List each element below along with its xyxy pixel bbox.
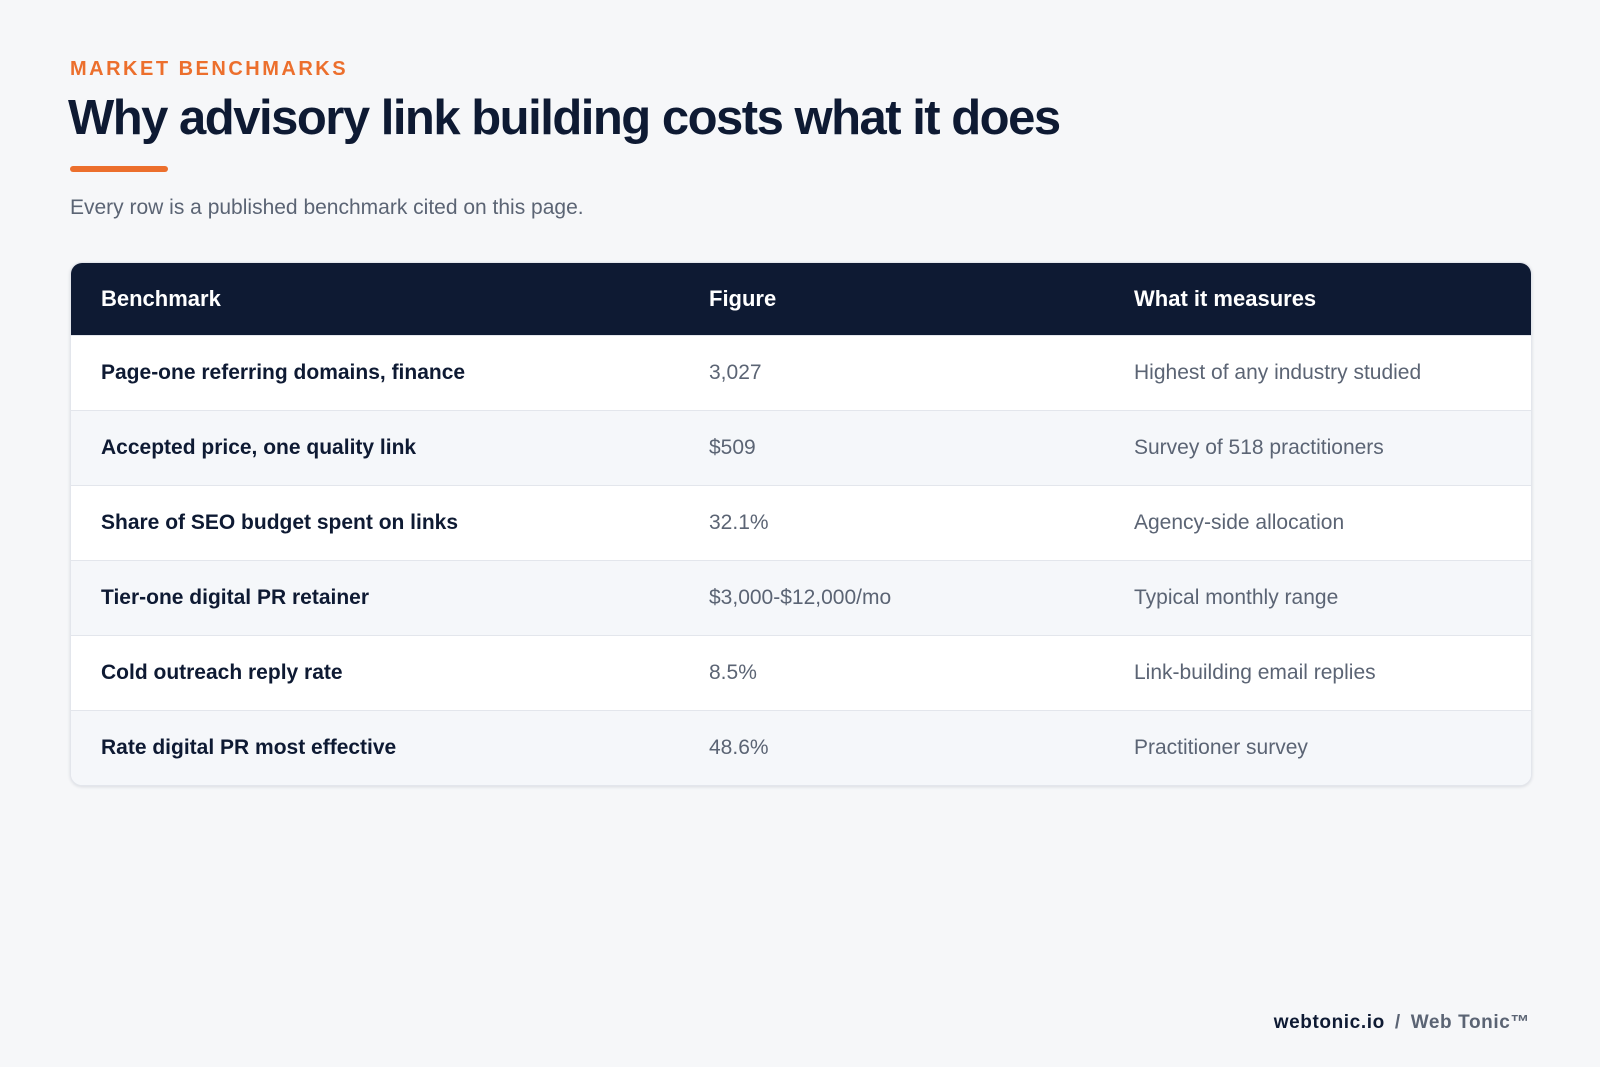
- table-row: Share of SEO budget spent on links 32.1% A…: [71, 485, 1531, 560]
- table-row: Tier-one digital PR retainer $3,000-$12,0…: [71, 560, 1531, 635]
- measure: Highest of any industry studied: [1134, 361, 1422, 384]
- title: Why advisory link building costs what it…: [68, 91, 1061, 145]
- measure: Link-building email replies: [1134, 661, 1376, 684]
- benchmark-table: Benchmark Figure What it measures Page-one …: [70, 262, 1532, 786]
- subtitle: Every row is a published benchmark cited…: [70, 196, 584, 219]
- figure: 48.6%: [709, 736, 769, 759]
- benchmark-name: Share of SEO budget spent on links: [101, 511, 459, 534]
- figure: 3,027: [709, 361, 762, 384]
- table-row: Page-one referring domains, finance 3,027…: [71, 335, 1531, 410]
- benchmark-name: Cold outreach reply rate: [101, 661, 343, 684]
- benchmark-name: Tier-one digital PR retainer: [101, 586, 370, 609]
- column-header: Figure: [709, 286, 777, 311]
- benchmark-name: Rate digital PR most effective: [101, 736, 397, 759]
- eyebrow: MARKET BENCHMARKS: [70, 58, 349, 80]
- measure: Typical monthly range: [1134, 586, 1339, 609]
- table-row: Accepted price, one quality link $509 Surv…: [71, 410, 1531, 485]
- footer-domain[interactable]: webtonic.io: [1273, 1012, 1385, 1033]
- footer-separator: /: [1394, 1012, 1401, 1033]
- measure: Agency-side allocation: [1134, 511, 1345, 534]
- measure: Survey of 518 practitioners: [1134, 436, 1384, 459]
- table-row: Rate digital PR most effective 48.6% Pract…: [71, 710, 1531, 785]
- footer-brand: Web Tonic™: [1410, 1012, 1530, 1033]
- figure: 8.5%: [709, 661, 757, 684]
- measure: Practitioner survey: [1134, 736, 1308, 759]
- table-row: Cold outreach reply rate 8.5% Link-buildin…: [71, 635, 1531, 710]
- footer: webtonic.io / Web Tonic™: [1274, 1012, 1530, 1034]
- figure: $3,000-$12,000/mo: [709, 586, 892, 609]
- column-header: Benchmark: [101, 286, 221, 311]
- figure: 32.1%: [709, 511, 769, 534]
- accent-rule: [70, 166, 168, 172]
- figure: $509: [709, 436, 756, 459]
- table-header: Benchmark Figure What it measures: [71, 263, 1531, 335]
- column-header: What it measures: [1134, 286, 1317, 311]
- benchmark-name: Page-one referring domains, finance: [101, 361, 466, 384]
- benchmark-name: Accepted price, one quality link: [101, 436, 417, 459]
